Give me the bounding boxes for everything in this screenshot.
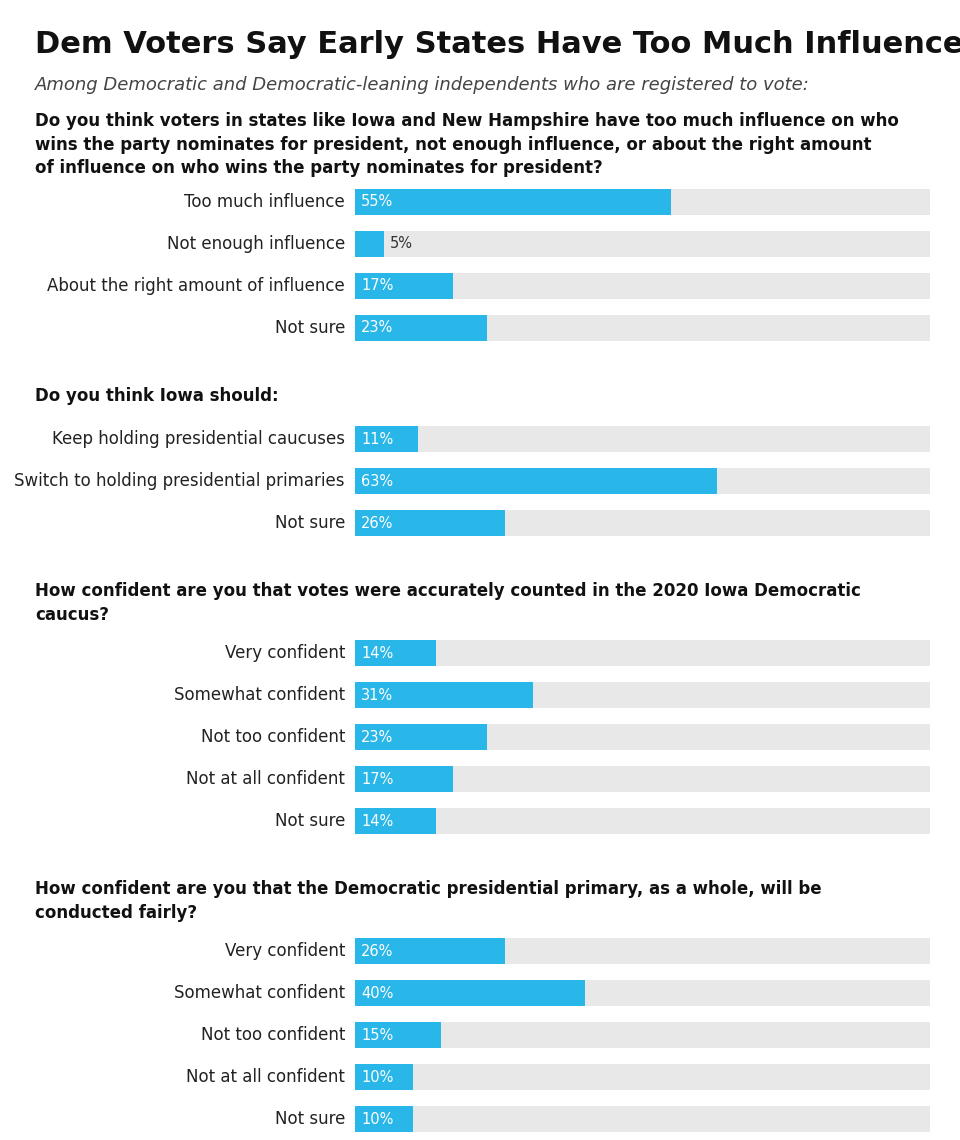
Text: Not sure: Not sure	[275, 319, 345, 337]
Text: Not sure: Not sure	[275, 812, 345, 830]
Bar	[355, 426, 419, 451]
Text: Not sure: Not sure	[275, 514, 345, 532]
Text: 14%: 14%	[361, 645, 394, 660]
Text: 55%: 55%	[361, 195, 394, 210]
Text: How confident are you that the Democratic presidential primary, as a whole, will: How confident are you that the Democrati…	[35, 880, 822, 921]
Bar	[355, 426, 930, 451]
Bar	[355, 189, 930, 215]
Text: 10%: 10%	[361, 1069, 394, 1084]
Text: Among Democratic and Democratic-leaning independents who are registered to vote:: Among Democratic and Democratic-leaning …	[35, 76, 810, 93]
Bar	[355, 724, 488, 750]
Bar	[355, 1064, 413, 1090]
Text: Not sure: Not sure	[275, 1110, 345, 1127]
Bar	[355, 1064, 930, 1090]
Bar	[355, 189, 671, 215]
Bar	[355, 766, 930, 792]
Text: Do you think voters in states like Iowa and New Hampshire have too much influenc: Do you think voters in states like Iowa …	[35, 112, 899, 177]
Bar	[355, 640, 930, 666]
Bar	[355, 315, 488, 341]
Text: 14%: 14%	[361, 814, 394, 829]
Bar	[355, 682, 930, 708]
Text: About the right amount of influence: About the right amount of influence	[47, 277, 345, 295]
Bar	[355, 1106, 930, 1132]
Bar	[355, 510, 505, 536]
Text: Not too confident: Not too confident	[201, 728, 345, 746]
Bar	[355, 808, 930, 834]
Text: Not at all confident: Not at all confident	[186, 1068, 345, 1086]
Text: 31%: 31%	[361, 687, 394, 702]
Bar	[355, 272, 930, 299]
Text: Very confident: Very confident	[225, 942, 345, 960]
Text: 17%: 17%	[361, 772, 394, 787]
Text: 63%: 63%	[361, 473, 394, 489]
Text: 5%: 5%	[390, 236, 413, 252]
Bar	[355, 469, 930, 494]
Bar	[355, 938, 930, 964]
Text: Not at all confident: Not at all confident	[186, 770, 345, 788]
Text: Too much influence: Too much influence	[184, 193, 345, 211]
Bar	[355, 1021, 442, 1048]
Bar	[355, 682, 533, 708]
Text: Somewhat confident: Somewhat confident	[174, 686, 345, 705]
Bar	[355, 231, 930, 256]
Text: How confident are you that votes were accurately counted in the 2020 Iowa Democr: How confident are you that votes were ac…	[35, 583, 861, 624]
Text: 40%: 40%	[361, 985, 394, 1001]
Text: 26%: 26%	[361, 944, 394, 959]
Bar	[355, 1021, 930, 1048]
Text: 17%: 17%	[361, 278, 394, 293]
Text: 11%: 11%	[361, 432, 394, 447]
Bar	[355, 766, 453, 792]
Text: 23%: 23%	[361, 320, 394, 335]
Bar	[355, 272, 453, 299]
Bar	[355, 980, 585, 1005]
Bar	[355, 980, 930, 1005]
Text: Dem Voters Say Early States Have Too Much Influence: Dem Voters Say Early States Have Too Muc…	[35, 30, 960, 59]
Bar	[355, 231, 384, 256]
Text: 10%: 10%	[361, 1112, 394, 1126]
Text: Somewhat confident: Somewhat confident	[174, 984, 345, 1002]
Text: Not too confident: Not too confident	[201, 1026, 345, 1044]
Text: 26%: 26%	[361, 515, 394, 530]
Bar	[355, 469, 717, 494]
Text: Not enough influence: Not enough influence	[167, 235, 345, 253]
Text: Very confident: Very confident	[225, 644, 345, 662]
Text: 15%: 15%	[361, 1027, 394, 1042]
Bar	[355, 1106, 413, 1132]
Bar	[355, 724, 930, 750]
Text: Switch to holding presidential primaries: Switch to holding presidential primaries	[14, 472, 345, 490]
Text: Keep holding presidential caucuses: Keep holding presidential caucuses	[52, 430, 345, 448]
Bar	[355, 510, 930, 536]
Bar	[355, 938, 505, 964]
Text: Do you think Iowa should:: Do you think Iowa should:	[35, 386, 278, 405]
Bar	[355, 640, 436, 666]
Text: 23%: 23%	[361, 730, 394, 744]
Bar	[355, 315, 930, 341]
Bar	[355, 808, 436, 834]
